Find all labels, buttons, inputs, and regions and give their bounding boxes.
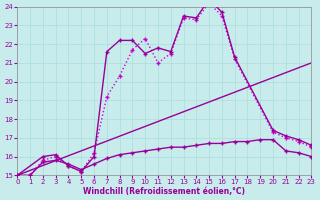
X-axis label: Windchill (Refroidissement éolien,°C): Windchill (Refroidissement éolien,°C) [84, 187, 245, 196]
